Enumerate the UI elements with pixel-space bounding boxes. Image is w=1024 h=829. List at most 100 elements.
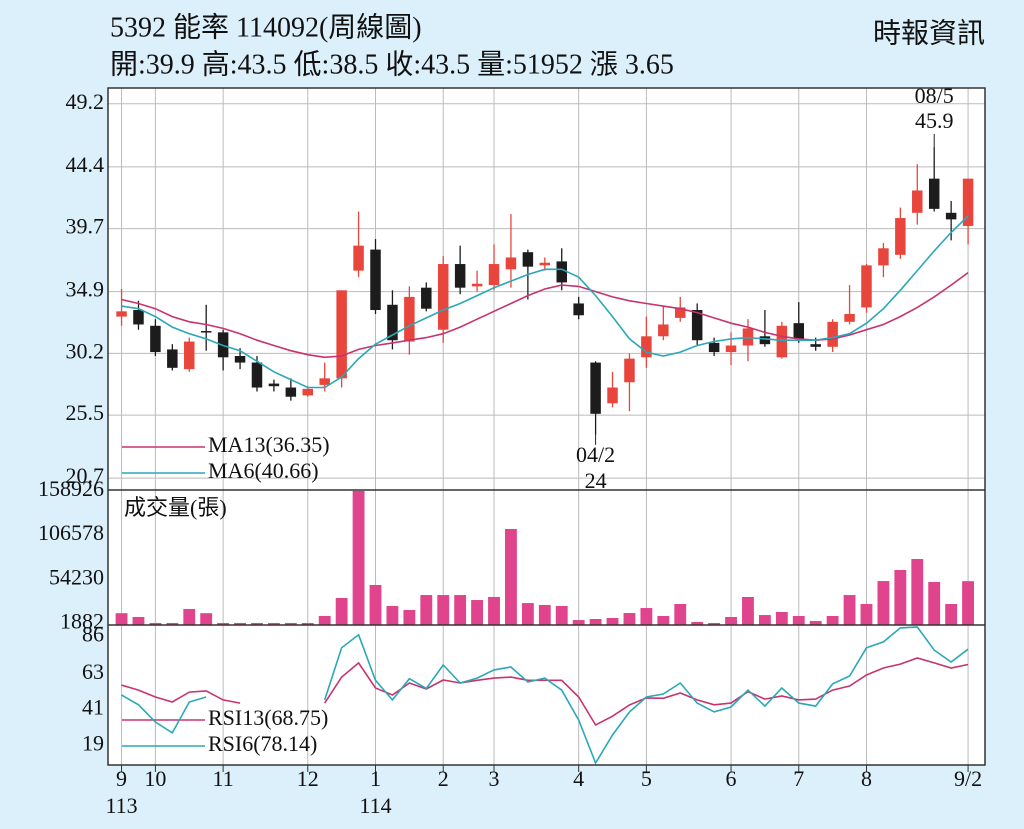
annotation-date: 04/2 [576, 442, 615, 467]
y-tick-label: 158926 [38, 476, 104, 501]
panel-title: 成交量(張) [124, 495, 227, 520]
x-tick-label: 6 [726, 766, 737, 791]
x-tick-label: 8 [861, 766, 872, 791]
volume-bar [251, 622, 263, 625]
plot-layer: MA13(36.35)MA6(40.66) 08/545.9 成交量(張) RSI13… [108, 83, 985, 765]
candle-body [895, 218, 906, 255]
candle-body [539, 262, 551, 266]
x-tick-label: 7 [793, 766, 804, 791]
volume-bar [403, 609, 416, 625]
candle-body [370, 249, 381, 311]
candle-body [285, 387, 297, 397]
volume-bar [725, 616, 737, 625]
candle-body [505, 257, 517, 270]
price-info: 開:39.9 高:43.5 低:38.5 收:43.5 量:51952 漲 3.… [110, 48, 674, 80]
annotation-value: 24 [585, 468, 607, 493]
y-tick-label: 54230 [49, 564, 104, 589]
volume-bar [132, 616, 145, 625]
candle-body [945, 212, 957, 220]
volume-bar [386, 606, 399, 625]
candle-body [590, 362, 601, 414]
x-tick-label: 9/2 [954, 766, 982, 791]
candle-body [556, 261, 567, 283]
volume-bar [674, 603, 687, 625]
volume-bar [962, 581, 974, 625]
chart-title: 5392 能率 114092(周線圖) [110, 11, 422, 43]
x-tick-sublabel: 113 [105, 793, 137, 818]
volume-bar [335, 598, 348, 625]
source: 時報資訊 [873, 17, 985, 49]
candle-body [234, 356, 246, 363]
candle-body [319, 378, 330, 385]
candle-body [437, 264, 449, 330]
candle-body [167, 349, 178, 368]
volume-bar [538, 605, 551, 625]
y-tick-label: 25.5 [66, 400, 105, 425]
candle-body [878, 248, 889, 266]
volume-bar [945, 603, 958, 625]
y-tick-label: 1882 [60, 608, 104, 633]
candle-body [844, 313, 855, 322]
volume-bar [928, 581, 941, 625]
volume-bar [606, 617, 619, 625]
x-tick-label: 5 [641, 766, 652, 791]
volume-bar [792, 615, 805, 625]
candle-body [133, 310, 144, 325]
volume-bar [589, 619, 602, 625]
candle-body [827, 321, 838, 347]
x-tick-label: 10 [144, 766, 166, 791]
y-tick-label: 63 [82, 659, 104, 684]
candle-body [421, 287, 432, 309]
annotation-date: 08/5 [915, 83, 954, 108]
volume-bar [691, 621, 704, 625]
candle-body [658, 324, 669, 337]
volume-bar [843, 595, 856, 625]
candle-body [725, 345, 737, 353]
candle-body [268, 383, 280, 387]
volume-bar [826, 615, 839, 625]
y-tick-label: 41 [82, 695, 104, 720]
volume-bar [115, 613, 128, 625]
x-tick-sublabel: 114 [359, 793, 391, 818]
legend-label: MA6(40.66) [208, 458, 319, 483]
volume-bar [454, 595, 467, 625]
x-tick-label: 1 [370, 766, 381, 791]
volume-bar [217, 622, 230, 625]
volume-bar [437, 595, 450, 625]
y-tick-label: 30.2 [66, 338, 105, 363]
candle-body [624, 358, 635, 383]
volume-bar [284, 622, 297, 625]
candle-body [251, 362, 263, 388]
candle-body [353, 245, 364, 271]
candle-body [928, 178, 940, 209]
y-tick-label: 20.7 [66, 463, 105, 488]
volume-bar [471, 600, 484, 625]
candle-body [861, 265, 872, 308]
volume-bar [742, 596, 754, 625]
volume-bar [809, 621, 822, 625]
x-tick-label: 4 [573, 766, 584, 791]
volume-bar [369, 585, 382, 625]
series-line [121, 626, 969, 765]
candle-body [336, 290, 347, 379]
volume-bar [555, 606, 568, 625]
y-tick-label: 19 [82, 731, 104, 756]
volume-bar [521, 603, 534, 625]
y-tick-label: 34.9 [66, 277, 105, 302]
volume-bar [877, 581, 890, 625]
volume-bar [352, 490, 365, 625]
x-tick-label: 2 [438, 766, 449, 791]
candle-body [810, 344, 821, 347]
volume-bar [149, 622, 162, 625]
volume-bar [166, 622, 179, 625]
candle-body [471, 283, 483, 287]
candle-body [573, 303, 584, 316]
y-tick-label: 86 [82, 621, 104, 646]
candle-body [404, 296, 415, 342]
volume-bar [623, 613, 636, 625]
legend-label: RSI6(78.14) [208, 731, 317, 756]
candle-body [184, 341, 195, 370]
x-tick-label: 9 [116, 766, 127, 791]
candle-body [607, 387, 618, 404]
volume-bar [657, 615, 670, 625]
